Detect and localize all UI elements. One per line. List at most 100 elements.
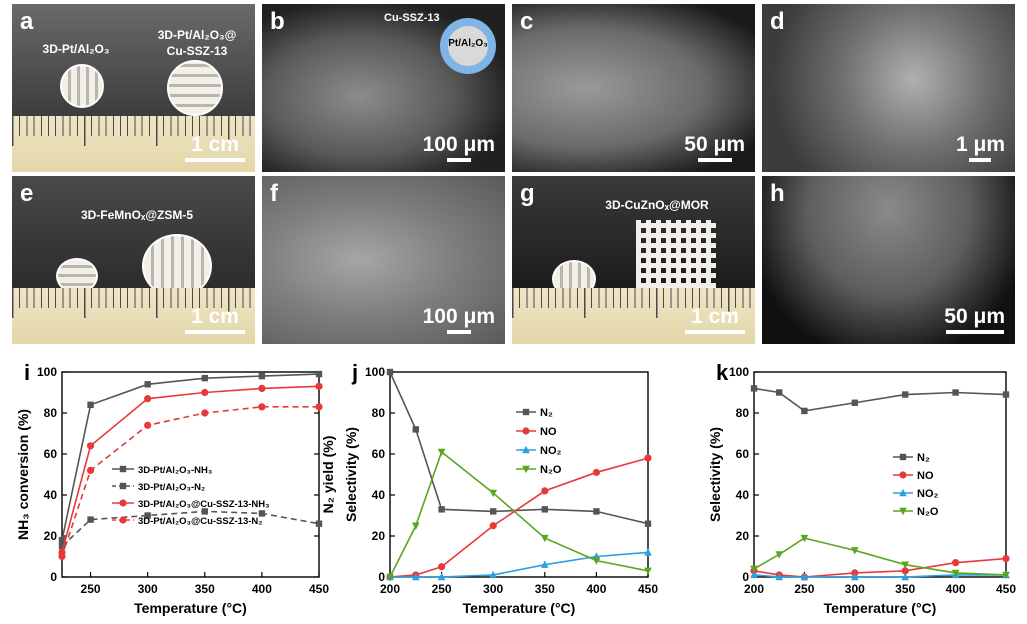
- data-point: [315, 520, 323, 527]
- caption-left: 3D-Pt/Al₂O₃: [42, 42, 110, 56]
- legend-marker: [899, 488, 907, 497]
- legend-label: NO: [917, 470, 934, 482]
- y-tick-label: 0: [742, 570, 749, 584]
- series-line: [753, 537, 1007, 576]
- x-tick-label: 350: [895, 582, 915, 596]
- data-point: [776, 389, 783, 396]
- y-tick-label: 60: [44, 447, 58, 461]
- data-point: [952, 559, 960, 567]
- legend-marker: [119, 465, 127, 473]
- series-line: [61, 510, 320, 547]
- scale-bar: 1 cm: [685, 305, 745, 334]
- ruler: [512, 288, 755, 344]
- data-point: [58, 552, 66, 561]
- x-tick-label: 450: [638, 582, 658, 596]
- data-point: [87, 401, 94, 408]
- panel-g-photo: g 3D-CuZnOₓ@MOR 1 cm: [512, 176, 755, 344]
- data-point: [902, 391, 909, 398]
- x-tick-label: 350: [535, 582, 555, 596]
- data-point: [901, 572, 909, 581]
- monolith-small: [60, 64, 104, 108]
- data-point: [644, 548, 652, 556]
- scale-bar-line: [446, 158, 471, 162]
- data-point: [315, 382, 323, 390]
- data-point: [592, 468, 600, 477]
- x-tick-label: 300: [483, 582, 503, 596]
- data-point: [541, 534, 549, 543]
- series-line: [389, 457, 649, 578]
- data-point: [800, 572, 809, 581]
- y-tick-label: 60: [736, 447, 750, 461]
- scale-bar-label: 100 μm: [422, 305, 495, 328]
- panel-label: h: [770, 180, 785, 207]
- scale-bar-line: [685, 330, 745, 334]
- data-point: [644, 567, 652, 576]
- y-axis-label: Selectivity (%): [707, 427, 723, 522]
- data-point: [437, 448, 446, 457]
- x-tick-label: 200: [744, 582, 764, 596]
- y-tick-label: 0: [378, 570, 385, 584]
- data-point: [58, 536, 66, 544]
- data-point: [258, 403, 266, 411]
- legend-label: 3D-Pt/Al₂O₃@Cu-SSZ-13-NH₃: [138, 499, 270, 510]
- data-point: [541, 560, 549, 568]
- caption: 3D-FeMnOₓ@ZSM-5: [80, 208, 194, 222]
- x-axis-label: Temperature (°C): [824, 600, 937, 616]
- data-point: [952, 389, 959, 396]
- scale-bar-label: 1 cm: [691, 305, 739, 328]
- monolith-large: [167, 60, 223, 116]
- monolith-large: [142, 234, 212, 298]
- y-tick-label: 20: [736, 529, 750, 543]
- core-circle: [448, 26, 488, 66]
- ruler-ticks-major: [12, 288, 255, 318]
- scale-bar: 1 μm: [956, 133, 1005, 162]
- plot-frame: [389, 371, 649, 578]
- scale-bar: 50 μm: [944, 305, 1005, 334]
- data-point: [901, 567, 909, 575]
- y-axis-label: NH₃ conversion (%): [15, 409, 31, 540]
- scale-bar-label: 50 μm: [684, 133, 745, 156]
- series-line: [753, 387, 1007, 412]
- core-label: Pt/Al₂O₃: [448, 38, 488, 49]
- legend-marker: [119, 516, 127, 524]
- scale-bar: 1 cm: [185, 133, 245, 162]
- data-point: [750, 385, 758, 392]
- legend-marker: [119, 499, 127, 507]
- x-tick-label: 400: [252, 582, 272, 596]
- y-tick-label: 100: [729, 365, 749, 379]
- data-point: [201, 508, 208, 515]
- x-axis-label: Temperature (°C): [134, 600, 247, 616]
- scale-bar-line: [945, 330, 1004, 334]
- caption: 3D-CuZnOₓ@MOR: [605, 198, 709, 212]
- scale-bar-line: [446, 330, 471, 334]
- data-point: [592, 557, 601, 565]
- panel-b-sem: b Cu-SSZ-13 Pt/Al₂O₃ 100 μm: [262, 4, 505, 172]
- panel-label: g: [520, 180, 535, 207]
- y-tick-label: 0: [50, 570, 57, 584]
- data-point: [201, 374, 208, 382]
- data-point: [1002, 554, 1010, 563]
- data-point: [489, 522, 497, 530]
- legend-marker: [522, 445, 530, 454]
- y-tick-label: 40: [44, 488, 58, 502]
- data-point: [258, 372, 266, 380]
- data-point: [750, 565, 758, 573]
- legend-label: N₂: [917, 452, 930, 464]
- y-tick-label: 20: [44, 529, 58, 543]
- legend-label: 3D-Pt/Al₂O₃@Cu-SSZ-13-N₂: [138, 516, 263, 527]
- data-point: [86, 442, 95, 450]
- y-tick-label: 40: [372, 488, 386, 502]
- legend-marker: [899, 507, 907, 516]
- panel-label: d: [770, 8, 785, 35]
- scale-bar-line: [185, 330, 245, 334]
- x-tick-label: 350: [195, 582, 215, 596]
- legend-label: NO₂: [917, 488, 939, 500]
- data-point: [801, 407, 808, 415]
- panel-label: c: [520, 8, 534, 35]
- data-point: [490, 508, 497, 515]
- core-shell-schematic: Pt/Al₂O₃: [440, 18, 496, 74]
- y-tick-label: 20: [372, 529, 386, 543]
- data-point: [87, 516, 94, 523]
- legend-label: 3D-Pt/Al₂O₃-N₂: [138, 482, 205, 493]
- scale-bar: 100 μm: [423, 305, 495, 334]
